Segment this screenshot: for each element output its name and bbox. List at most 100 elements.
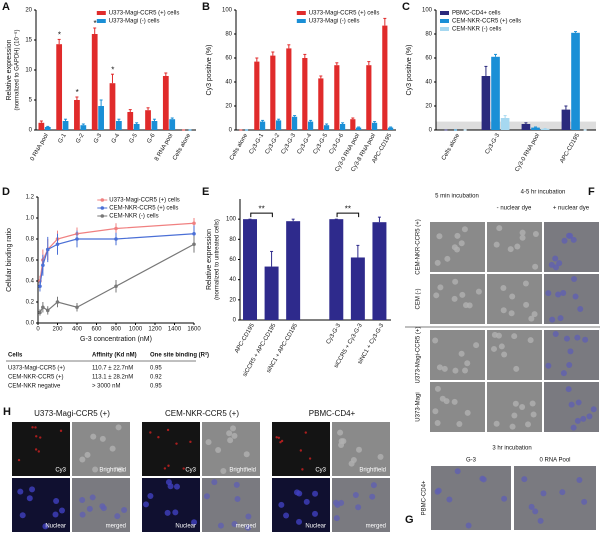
panel-label: B xyxy=(202,1,210,13)
point xyxy=(55,300,60,304)
cell xyxy=(496,225,503,232)
table-header: Cells xyxy=(8,353,23,359)
bar xyxy=(561,109,571,130)
cell xyxy=(35,435,38,438)
micrograph xyxy=(544,330,599,380)
cell xyxy=(511,412,518,419)
micrograph xyxy=(431,466,511,530)
legend-swatch xyxy=(440,19,449,23)
cell xyxy=(147,493,154,500)
cell xyxy=(53,497,60,504)
cell xyxy=(434,488,441,495)
table-cell: 0.95 xyxy=(150,366,162,372)
point xyxy=(75,237,79,241)
point xyxy=(192,231,196,236)
bar xyxy=(109,83,116,130)
legend-label: U373-Magi-CCR5 (+) cells xyxy=(109,11,180,17)
point xyxy=(45,308,50,313)
cell xyxy=(527,337,534,344)
y-tick-label: 0 xyxy=(233,318,237,324)
cell xyxy=(79,496,86,503)
table-header: Affinity (Kd nM) xyxy=(92,353,137,359)
cell xyxy=(84,451,91,458)
bar xyxy=(491,56,500,130)
y-tick-label: 0.2 xyxy=(26,300,35,306)
cell xyxy=(109,445,116,452)
point xyxy=(55,242,60,247)
cell xyxy=(561,237,568,244)
cell xyxy=(439,395,446,402)
cell xyxy=(278,501,285,508)
cell xyxy=(532,263,539,270)
cell xyxy=(508,310,515,317)
cell xyxy=(572,293,579,300)
cell xyxy=(580,415,587,422)
cell xyxy=(121,507,128,514)
cell xyxy=(461,226,468,233)
y-axis-label: Cy3 positive (%) xyxy=(206,45,213,96)
y-tick-label: 0 xyxy=(229,128,233,134)
bar xyxy=(334,65,340,130)
bar xyxy=(74,100,80,130)
panel-title: 3 hr incubation xyxy=(492,446,531,452)
panel-label: H xyxy=(3,406,11,418)
cell xyxy=(436,233,443,240)
cell xyxy=(493,420,500,427)
point xyxy=(41,305,45,310)
bar xyxy=(80,125,87,130)
legend-label: U373-Magi-CCR5 (+) cells xyxy=(109,198,180,204)
cell xyxy=(540,490,547,497)
cell xyxy=(338,441,345,448)
cell xyxy=(529,400,536,407)
cell xyxy=(39,436,42,439)
bar xyxy=(270,55,276,130)
bar xyxy=(531,127,540,130)
x-tick-label: Cy3-G-3 xyxy=(485,132,502,155)
point xyxy=(41,263,45,268)
cell xyxy=(565,386,572,393)
cell xyxy=(480,476,487,483)
y-axis-label: Relative expression xyxy=(6,39,13,100)
cell xyxy=(29,486,36,493)
cell xyxy=(17,458,21,462)
x-tick-label: G-4 xyxy=(111,132,122,144)
point xyxy=(75,305,79,310)
cell xyxy=(275,436,278,439)
cell xyxy=(26,495,33,502)
cell xyxy=(337,429,344,436)
significance-mark: ** xyxy=(258,204,264,213)
cell xyxy=(437,284,444,291)
bar xyxy=(571,32,580,130)
cell xyxy=(303,498,310,505)
cell xyxy=(312,490,319,497)
cell xyxy=(552,331,559,338)
cell xyxy=(586,413,593,420)
x-tick-label: 200 xyxy=(52,327,63,333)
cell xyxy=(189,440,192,444)
cell xyxy=(514,243,521,250)
series-line xyxy=(39,233,195,287)
y-tick-label: 0 xyxy=(429,128,433,134)
bar xyxy=(481,76,491,130)
bar xyxy=(91,34,98,130)
bar xyxy=(372,122,378,130)
cell xyxy=(513,365,520,372)
cell xyxy=(173,483,180,490)
bar xyxy=(62,121,69,130)
cell xyxy=(456,421,463,428)
cell xyxy=(245,524,252,531)
point xyxy=(192,242,196,247)
y-tick-label: 20 xyxy=(425,104,432,110)
column-header: 5 min incubation xyxy=(435,194,479,200)
cell xyxy=(463,302,470,309)
column-subheader: - nuclear dye xyxy=(497,206,532,212)
cell xyxy=(555,291,562,298)
cell xyxy=(243,451,250,458)
bar xyxy=(356,127,362,130)
y-tick-label: 5 xyxy=(29,98,33,104)
y-tick-label: 80 xyxy=(425,32,432,38)
cell xyxy=(458,240,465,247)
x-tick-label: 400 xyxy=(72,327,83,333)
x-tick-label: Cy3-0 RNA pool xyxy=(514,133,541,173)
table-cell: CEM-NKR negative xyxy=(8,384,61,390)
